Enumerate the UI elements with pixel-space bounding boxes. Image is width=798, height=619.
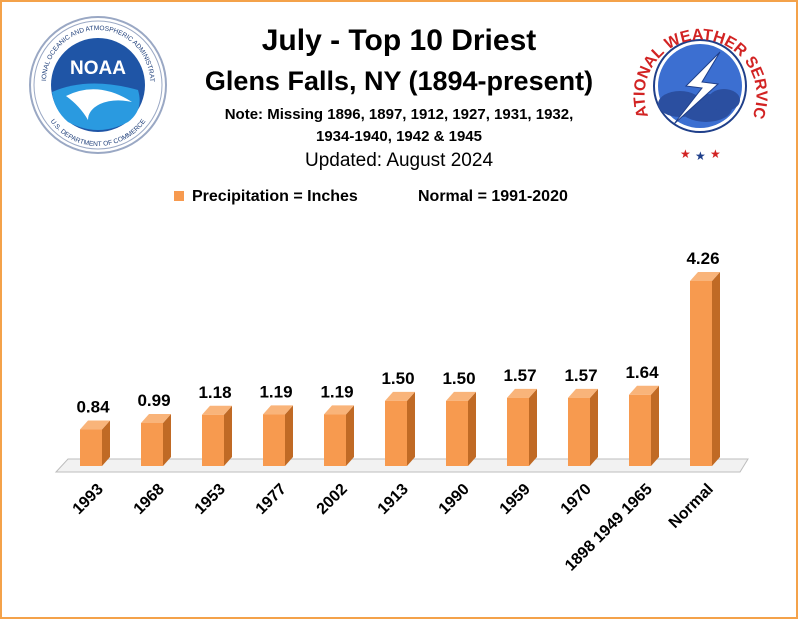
bar-value-label: 1.18: [198, 383, 231, 402]
bar-side: [712, 272, 720, 466]
bar: [507, 397, 529, 466]
bar-value-label: 1.50: [442, 369, 475, 388]
normal-period-note: Normal = 1991-2020: [418, 188, 568, 205]
bar-value-label: 0.99: [137, 391, 170, 410]
bar: [629, 394, 651, 466]
bar-side: [590, 388, 598, 466]
x-tick-label: 1913: [375, 481, 412, 518]
bar-value-label: 4.26: [686, 249, 719, 268]
nws-logo: NATIONAL WEATHER SERVICE ★ ★ ★: [628, 8, 770, 163]
bar-top: [507, 388, 537, 398]
noaa-center-text: NOAA: [70, 58, 126, 79]
bar-side: [407, 391, 415, 466]
bar-top: [80, 420, 110, 430]
bar: [263, 414, 285, 466]
bar-value-label: 0.84: [76, 398, 110, 417]
missing-years-note-line1: Note: Missing 1896, 1897, 1912, 1927, 19…: [224, 106, 574, 123]
nws-star-left: ★: [680, 147, 691, 161]
bar: [202, 414, 224, 466]
chart-title: July - Top 10 Driest: [261, 24, 537, 57]
x-tick-label: 1968: [131, 481, 168, 518]
bar: [141, 423, 163, 466]
bar-top: [263, 405, 293, 415]
x-tick-label: 1970: [558, 481, 595, 518]
bar-top: [446, 391, 476, 401]
bar-side: [346, 405, 354, 466]
bar-side: [285, 405, 293, 466]
bar: [80, 429, 102, 466]
bar-side: [224, 405, 232, 466]
bar-value-label: 1.64: [625, 363, 659, 382]
bar: [568, 397, 590, 466]
bar: [446, 400, 468, 466]
bar-top: [141, 414, 171, 424]
x-tick-label: 1990: [436, 481, 473, 518]
bar: [690, 281, 712, 466]
bar-top: [324, 405, 354, 415]
bar-value-label: 1.50: [381, 369, 414, 388]
bar-top: [690, 272, 720, 281]
bar-side: [651, 385, 659, 466]
nws-star-right: ★: [710, 147, 721, 161]
updated-date: Updated: August 2024: [304, 150, 494, 171]
x-tick-label: 1993: [70, 481, 107, 518]
bar-side: [163, 414, 171, 466]
legend-swatch: [174, 190, 184, 201]
x-tick-label: 1977: [253, 481, 290, 518]
missing-years-note-line2: 1934-1940, 1942 & 1945: [316, 128, 482, 145]
bar-value-label: 1.19: [320, 382, 353, 401]
bar-top: [385, 391, 415, 401]
noaa-logo: NOAA NATIONAL OCEANIC AND ATMOSPHERIC AD…: [28, 10, 167, 154]
bar-top: [568, 388, 598, 398]
nws-star-center: ★: [695, 149, 706, 163]
bar: [385, 400, 407, 466]
bar-side: [468, 391, 476, 466]
bar: [324, 414, 346, 466]
x-tick-label: 2002: [314, 481, 351, 518]
bar-top: [629, 385, 659, 395]
x-tick-label: Normal: [666, 481, 717, 532]
legend: Precipitation = Inches: [174, 188, 358, 206]
x-tick-label: 1959: [497, 481, 534, 518]
bar-side: [529, 388, 537, 466]
bar-value-label: 1.57: [503, 366, 536, 385]
bar-value-label: 1.19: [259, 382, 292, 401]
chart-subtitle: Glens Falls, NY (1894-present): [204, 66, 594, 96]
bar-value-label: 1.57: [564, 366, 597, 385]
bar-top: [202, 405, 232, 415]
bar-side: [102, 420, 110, 466]
legend-label: Precipitation = Inches: [192, 188, 358, 205]
x-tick-label: 1953: [192, 481, 229, 518]
